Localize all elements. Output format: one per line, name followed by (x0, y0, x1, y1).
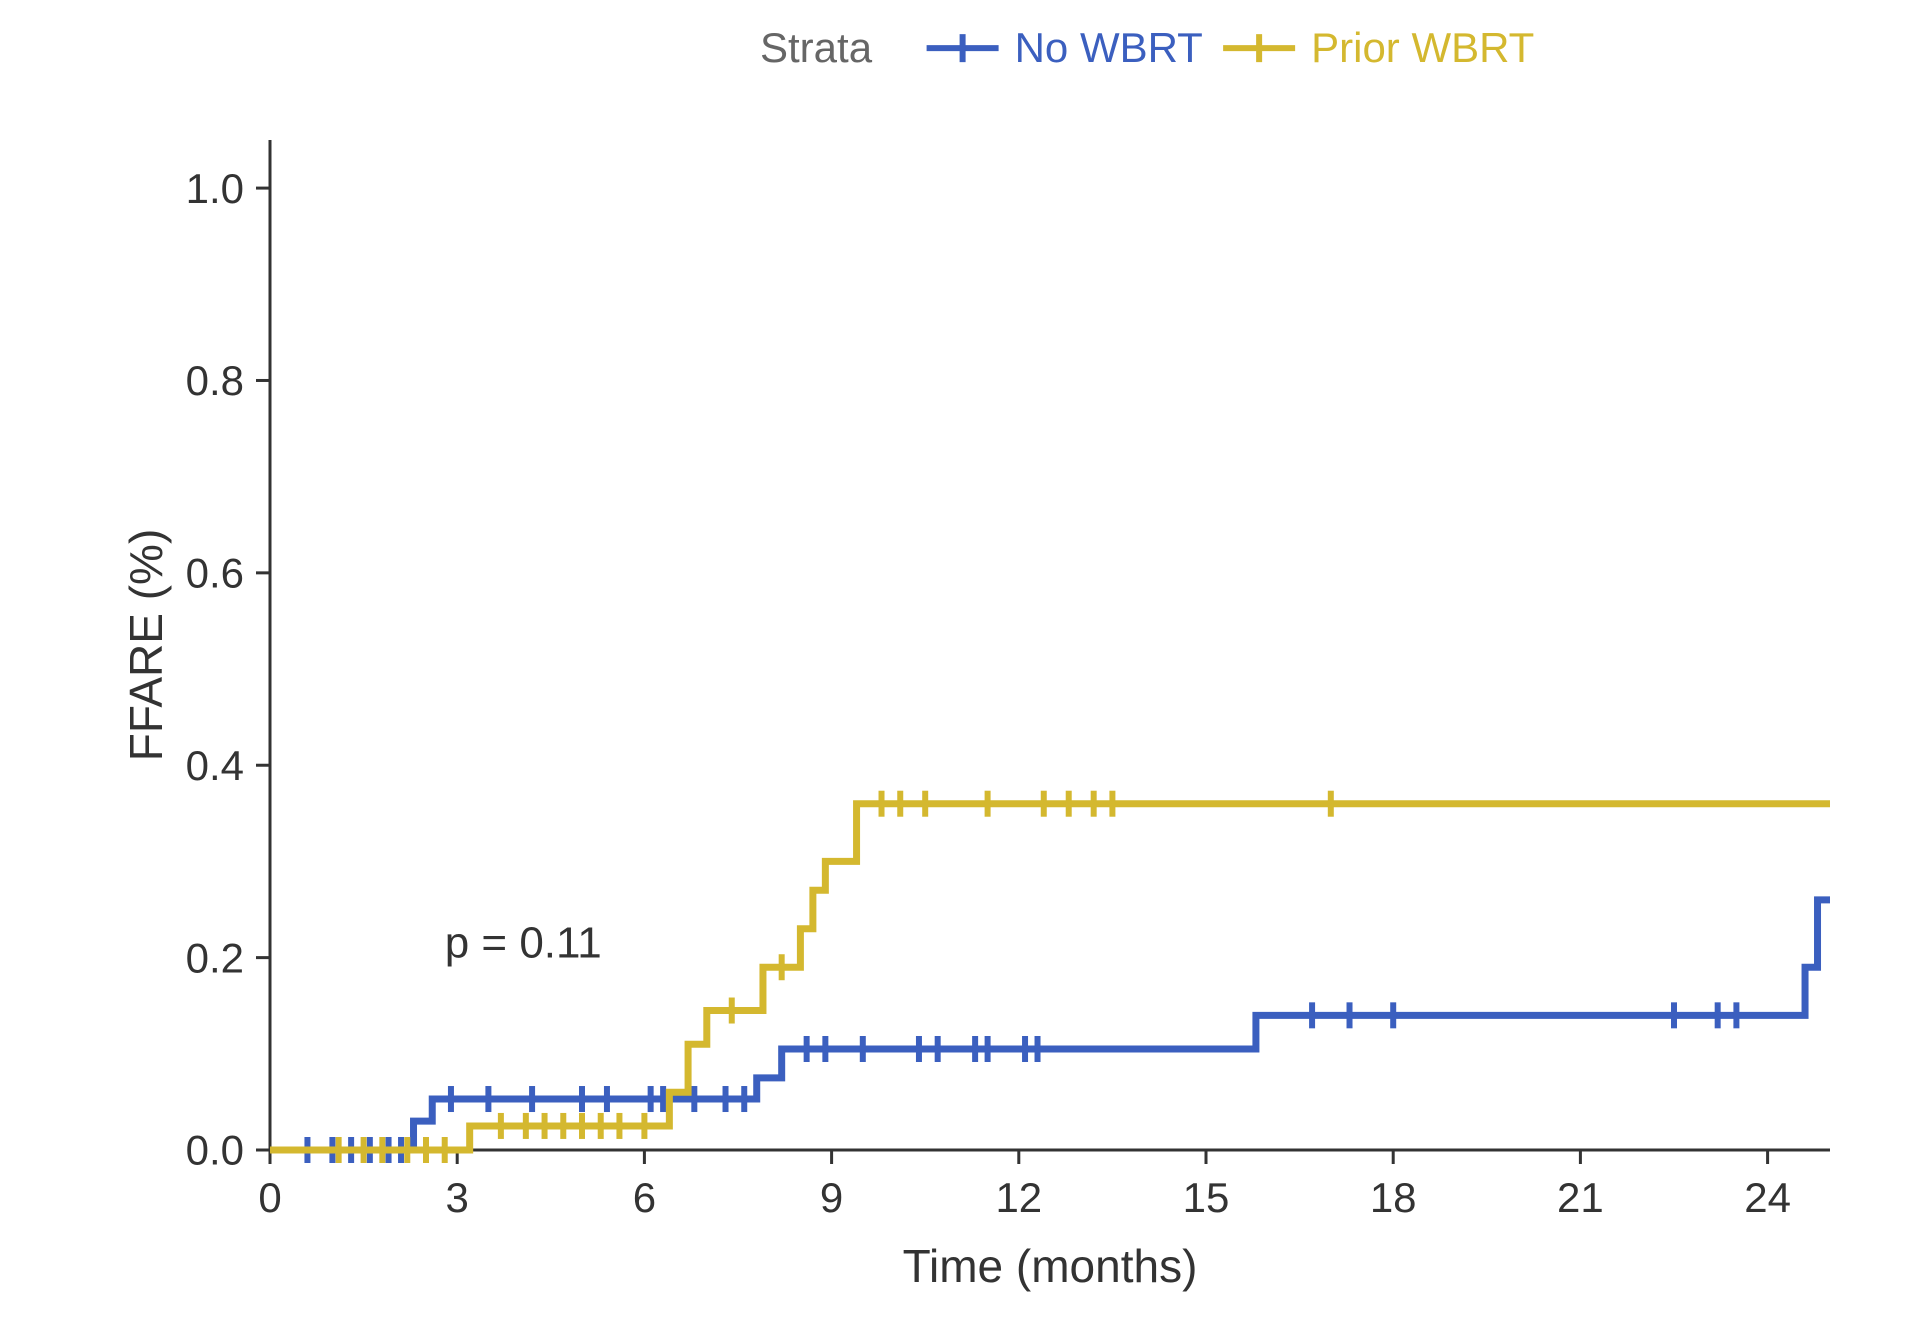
y-axis-label: FFARE (%) (120, 529, 172, 762)
km-chart: 0 3 6 9 12 15 18 21 24 0.0 0.2 0.4 0.6 0.8 1.0 Time (mo… (0, 0, 1920, 1324)
legend-item-label: No WBRT (1015, 24, 1203, 71)
x-axis-label: Time (months) (903, 1240, 1198, 1292)
x-tick-label: 6 (633, 1174, 656, 1221)
p-value-annotation: p = 0.11 (445, 919, 602, 968)
chart-svg: 0 3 6 9 12 15 18 21 24 0.0 0.2 0.4 0.6 0.8 1.0 Time (mo… (0, 0, 1920, 1324)
y-tick-label: 0.6 (186, 550, 244, 597)
x-tick-label: 21 (1557, 1174, 1604, 1221)
y-tick-label: 0.4 (186, 742, 244, 789)
y-tick-label: 0.0 (186, 1127, 244, 1174)
legend-title: Strata (760, 24, 873, 71)
x-tick-label: 18 (1370, 1174, 1417, 1221)
x-tick-label: 0 (258, 1174, 281, 1221)
y-tick-label: 1.0 (186, 165, 244, 212)
x-tick-label: 24 (1744, 1174, 1791, 1221)
x-tick-label: 15 (1183, 1174, 1230, 1221)
chart-background (0, 0, 1920, 1324)
y-tick-label: 0.8 (186, 357, 244, 404)
y-tick-label: 0.2 (186, 934, 244, 981)
x-tick-label: 3 (446, 1174, 469, 1221)
x-tick-label: 12 (995, 1174, 1042, 1221)
x-tick-label: 9 (820, 1174, 843, 1221)
legend-item-label: Prior WBRT (1311, 24, 1534, 71)
